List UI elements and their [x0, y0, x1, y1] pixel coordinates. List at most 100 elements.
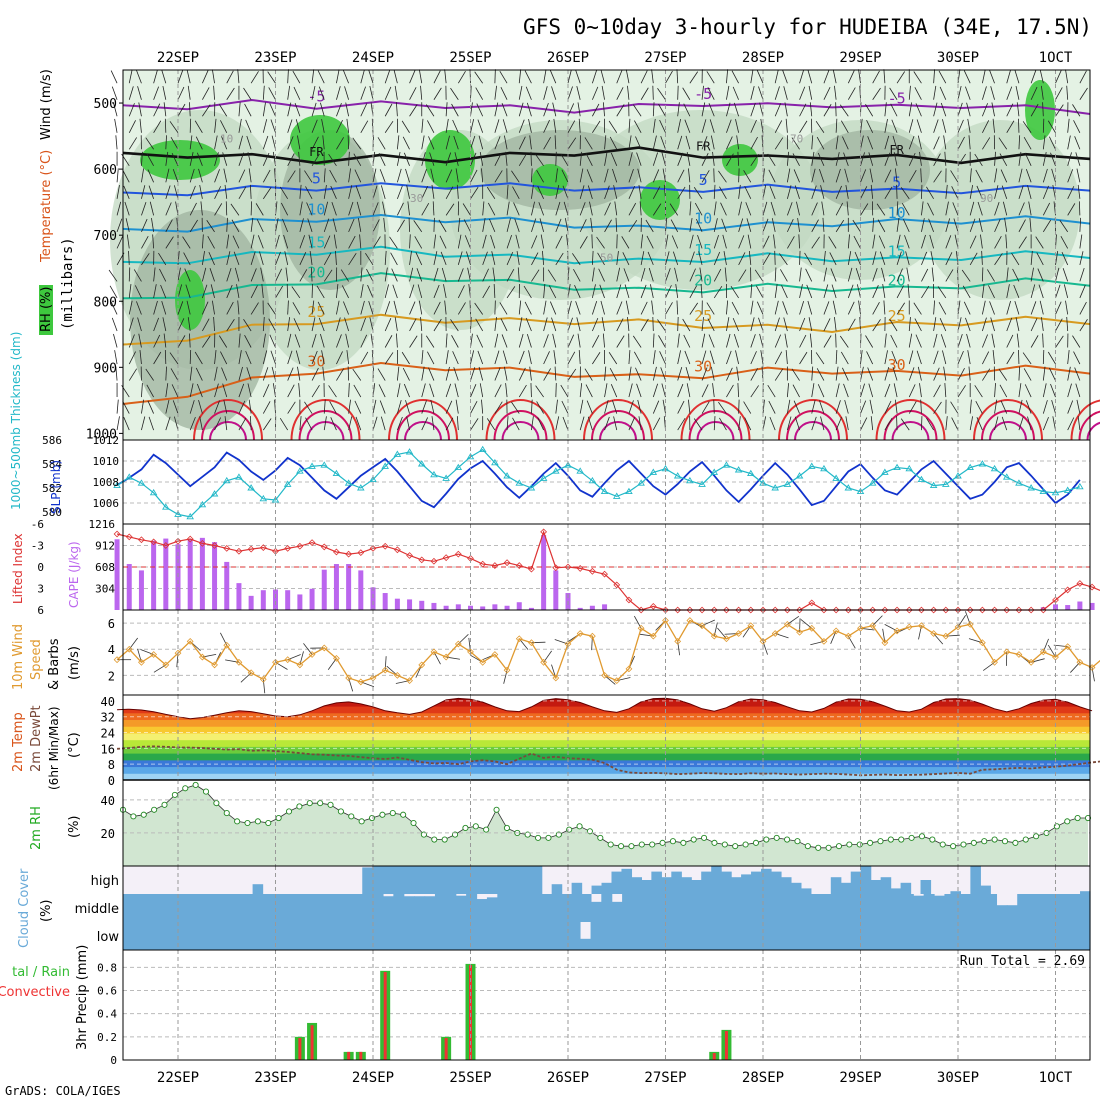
run-total-label: Run Total = 2.69	[960, 954, 1085, 969]
wind-barb	[738, 416, 741, 431]
wind-barb	[330, 185, 337, 200]
wind-barb	[421, 185, 429, 200]
ytick-right: 912	[95, 540, 115, 553]
wind-barb	[172, 169, 179, 183]
wind-barb	[799, 267, 802, 282]
wind-barb	[713, 234, 719, 249]
wind-barb	[737, 383, 740, 398]
wind-barb	[177, 86, 185, 100]
wind-barb	[481, 168, 484, 183]
cloud-bar	[441, 922, 454, 950]
rh2m-point	[1022, 836, 1029, 843]
cape-bar	[309, 588, 315, 610]
wind-barb	[145, 368, 154, 381]
rh2m-point	[742, 841, 749, 848]
wind-barb	[309, 250, 313, 265]
wind-barb	[189, 135, 193, 150]
wind-barb	[214, 169, 220, 183]
wind-barb	[1006, 120, 1015, 133]
wind-barb	[726, 69, 729, 84]
wind-barb	[779, 253, 788, 266]
wind-barb	[713, 218, 718, 232]
wind-barb	[352, 368, 362, 381]
wind-barb	[153, 334, 161, 348]
wind-barb	[311, 85, 316, 100]
wind-barb	[726, 317, 730, 332]
cape-bar	[394, 598, 400, 610]
wind-barb	[604, 366, 607, 381]
cloud-bar	[771, 922, 783, 950]
wind-barb	[744, 417, 752, 431]
isotherm-30	[122, 361, 1091, 405]
wind-barb	[769, 416, 776, 431]
wind-barb	[774, 86, 780, 100]
wind-speed-line	[116, 619, 1100, 683]
slp-line	[116, 451, 1081, 509]
wind-barb	[933, 333, 938, 348]
wind-barb	[213, 316, 215, 332]
cloud-bar	[973, 922, 985, 950]
wind-barb	[994, 168, 998, 183]
wind-barb	[846, 201, 849, 216]
wind-barb	[409, 234, 411, 249]
cape-bar	[1077, 601, 1083, 610]
cape-bar	[443, 605, 449, 610]
cloud-bar	[870, 880, 882, 894]
wind-barb	[847, 267, 853, 282]
isotherm-label: 10	[888, 204, 906, 222]
rh2m-point	[867, 839, 874, 846]
wind-barb	[249, 416, 252, 431]
wind-barb	[866, 120, 874, 133]
wind-barb	[506, 251, 514, 266]
wind-barb	[689, 217, 693, 232]
wind-barb	[628, 383, 633, 398]
cloud-bar	[481, 866, 493, 894]
wind-barb	[445, 186, 454, 200]
wind-barb	[249, 184, 252, 199]
wind-barb	[737, 151, 740, 166]
cloud-bar	[778, 894, 790, 922]
wind-barb	[1050, 383, 1056, 398]
wind-barb	[474, 71, 484, 84]
wind-barb	[279, 186, 289, 200]
wind-barb	[884, 152, 891, 166]
wind-barb	[378, 153, 386, 166]
wind-barb	[433, 70, 441, 84]
wind-barb	[114, 118, 118, 133]
wind-barb	[499, 302, 508, 315]
wind-barb	[248, 399, 252, 414]
wind-barb	[153, 267, 156, 282]
rh2m-point	[1033, 833, 1040, 840]
wind-barb	[457, 285, 465, 299]
wind-barb	[353, 153, 362, 167]
wind-barb	[974, 153, 983, 167]
wind-barb	[503, 366, 508, 381]
wind-speed-point	[588, 632, 596, 640]
cloud-bar	[1004, 922, 1017, 950]
date-label-top: 28SEP	[742, 50, 784, 66]
wind-barb	[811, 135, 814, 150]
panel-frame-precip	[122, 949, 1091, 1061]
wind-barb	[318, 86, 325, 100]
wind-barb	[982, 120, 990, 133]
wind-barb	[304, 170, 313, 183]
wind-barb	[395, 333, 398, 348]
cloud-bar	[571, 882, 583, 894]
wind-barb	[554, 366, 557, 381]
wind-barb	[835, 135, 839, 150]
wind-barb	[726, 136, 733, 150]
panel-frames	[119, 69, 1091, 1061]
wind-barb	[430, 399, 435, 414]
wind-barb	[933, 153, 941, 166]
wind-barb	[492, 267, 496, 282]
wind-barb	[579, 185, 585, 199]
cloud-bar	[206, 894, 218, 922]
wind-barb	[110, 301, 118, 315]
wind-barb	[462, 203, 471, 216]
wind-barb	[677, 367, 683, 381]
wind-barb	[966, 102, 971, 117]
ytick-right: 1006	[93, 497, 120, 510]
wind-barb	[994, 416, 999, 431]
li-point	[479, 560, 487, 568]
wind-barb	[165, 236, 174, 249]
